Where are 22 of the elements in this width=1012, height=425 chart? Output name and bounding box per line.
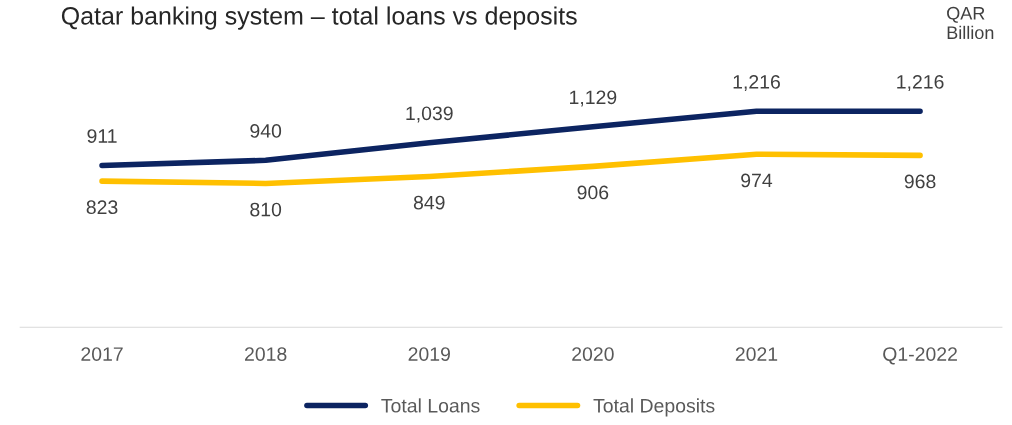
x-tick-label: 2019	[408, 347, 450, 361]
x-tick-label: 2018	[245, 347, 287, 361]
data-label: 940	[250, 124, 282, 138]
data-label: 823	[86, 200, 118, 215]
data-label: 1,216	[897, 75, 944, 92]
data-label: 911	[87, 129, 117, 143]
legend-label: Total Deposits	[593, 398, 715, 417]
data-label: 1,216	[733, 75, 780, 92]
data-label: 974	[741, 173, 773, 188]
text: QAR Billion	[947, 6, 994, 40]
data-label: 906	[577, 185, 609, 200]
legend-label: Total Loans	[381, 398, 480, 413]
x-tick-label: 2021	[735, 347, 778, 361]
data-label: 1,129	[570, 90, 617, 107]
x-tick-label: 2020	[572, 347, 614, 361]
data-label: 810	[250, 202, 282, 217]
chart-title: Qatar banking system – total loans vs deposits	[61, 6, 577, 30]
x-tick-label: 2017	[81, 347, 123, 361]
data-label: 849	[413, 195, 445, 210]
data-label: 1,039	[406, 106, 453, 123]
data-label: 968	[904, 174, 936, 189]
x-tick-label: Q1-2022	[883, 347, 957, 365]
